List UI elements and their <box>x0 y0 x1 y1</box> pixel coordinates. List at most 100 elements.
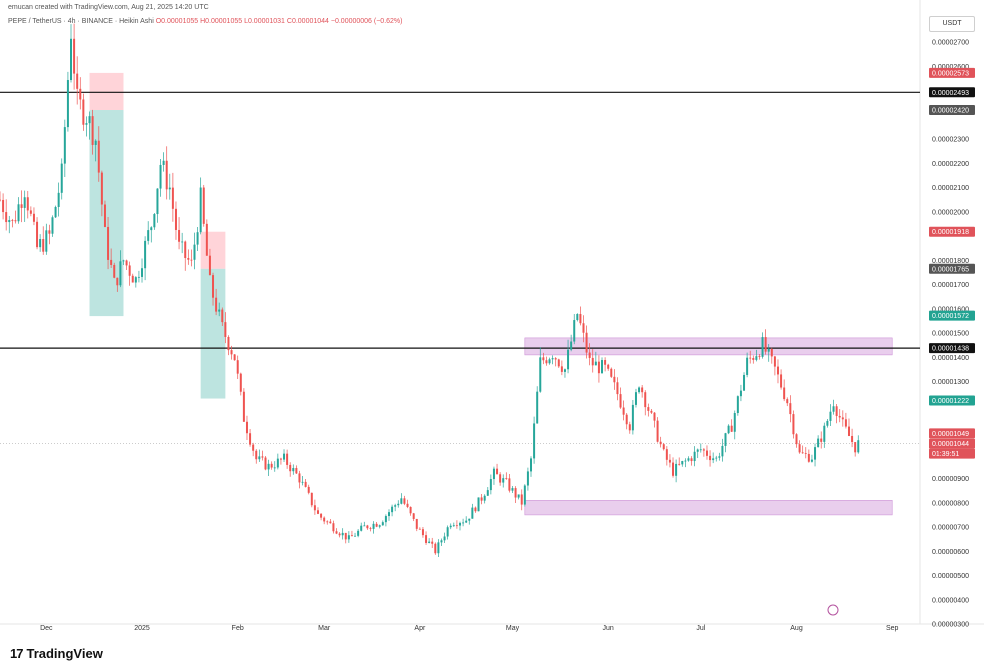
candle-body <box>727 425 730 434</box>
candle-body <box>625 414 628 425</box>
candle-body <box>764 337 767 352</box>
candle-body <box>91 116 94 145</box>
candle-body <box>94 140 97 145</box>
candle-body <box>857 440 860 453</box>
x-tick-label: Feb <box>232 625 244 632</box>
candle-body <box>613 376 616 383</box>
range-zone-1 <box>524 337 893 356</box>
candle-body <box>616 382 619 395</box>
price-badge-label: 0.00001222 <box>932 398 969 405</box>
candle-body <box>567 349 570 370</box>
candle-body <box>455 525 458 527</box>
candle-body <box>418 528 421 530</box>
candle-body <box>823 425 826 442</box>
position-stop-box-1 <box>89 72 124 111</box>
x-tick-label: May <box>506 625 520 632</box>
candle-body <box>477 497 480 512</box>
candle-body <box>403 498 406 504</box>
candle-body <box>536 391 539 424</box>
candle-body <box>545 360 548 364</box>
candle-body <box>363 525 366 527</box>
candle-body <box>286 453 289 465</box>
candle-body <box>2 199 5 213</box>
candle-body <box>699 449 702 451</box>
candle-body <box>684 460 687 462</box>
candle-body <box>755 356 758 360</box>
candle-body <box>715 457 718 459</box>
candle-body <box>434 543 437 554</box>
candle-body <box>421 529 424 536</box>
candle-body <box>647 407 650 411</box>
tradingview-brand[interactable]: 17 TradingView <box>10 646 103 661</box>
candle-body <box>14 220 17 222</box>
candle-body <box>582 323 585 333</box>
price-badge <box>929 67 975 78</box>
y-tick-label: 0.00000600 <box>932 549 969 556</box>
candle-body <box>332 523 335 532</box>
candle-body <box>749 357 752 359</box>
candle-body <box>218 309 221 312</box>
price-badge-label: 01:39:51 <box>932 451 959 458</box>
candle-body <box>489 479 492 491</box>
candle-body <box>131 275 134 283</box>
candle-body <box>496 468 499 475</box>
candle-body <box>854 442 857 453</box>
x-tick-label: Aug <box>790 625 803 632</box>
candle-body <box>465 520 468 523</box>
price-badge-label: 0.00001044 <box>932 441 969 448</box>
candle-body <box>480 497 483 501</box>
candle-body <box>387 512 390 517</box>
candle-body <box>820 438 823 442</box>
candle-body <box>276 458 279 468</box>
price-badge <box>929 87 975 98</box>
candle-body <box>631 404 634 431</box>
candle-body <box>474 507 477 512</box>
candle-body <box>511 488 514 491</box>
candle-body <box>736 396 739 414</box>
candle-body <box>11 220 14 221</box>
candle-body <box>141 268 144 277</box>
candle-body <box>449 525 452 528</box>
candle-body <box>122 260 125 262</box>
candle-body <box>264 457 267 470</box>
candle-body <box>517 494 520 498</box>
price-badge <box>929 438 975 449</box>
candle-body <box>440 540 443 543</box>
candle-body <box>659 441 662 445</box>
candle-body <box>252 444 255 451</box>
candle-body <box>394 505 397 507</box>
candle-body <box>73 38 76 74</box>
candle-body <box>156 188 159 215</box>
candle-body <box>26 197 29 211</box>
candle-body <box>381 522 384 526</box>
ohlc-readout: O0.00001055 H0.00001055 L0.00001031 C0.0… <box>155 18 403 25</box>
y-tick-label: 0.00001500 <box>932 331 969 338</box>
candle-body <box>650 410 653 413</box>
candle-body <box>51 217 54 234</box>
candle-body <box>360 525 363 531</box>
currency-selector[interactable]: USDT <box>929 16 975 32</box>
price-badge-label: 0.00001765 <box>932 266 969 273</box>
y-tick-label: 0.00000300 <box>932 622 969 629</box>
candle-body <box>795 434 798 445</box>
candle-body <box>8 220 11 223</box>
candle-body <box>724 433 727 446</box>
candle-body <box>730 425 733 432</box>
candle-body <box>323 517 326 522</box>
candle-body <box>712 458 715 461</box>
candle-body <box>137 276 140 278</box>
candle-body <box>187 258 190 260</box>
candle-body <box>721 445 724 457</box>
candle-body <box>761 337 764 357</box>
candle-body <box>70 38 73 81</box>
candle-body <box>304 481 307 487</box>
candle-body <box>622 407 625 415</box>
candle-body <box>718 456 721 458</box>
candle-body <box>705 450 708 456</box>
candle-body <box>307 486 310 493</box>
candle-body <box>610 368 613 377</box>
candle-body <box>847 426 850 436</box>
candle-body <box>468 518 471 521</box>
price-chart[interactable]: 0.00000300 0.00000400 0.00000500 0.00000600… <box>0 0 984 634</box>
candle-body <box>110 259 113 265</box>
